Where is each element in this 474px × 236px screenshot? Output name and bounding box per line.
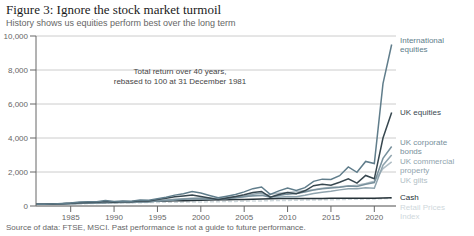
html-text:Figure 3: Ignore the stock mar: Figure 3: Ignore the stock market turmoi… [6,2,222,17]
html-text:History shows us equities perf: History shows us equities perform best o… [6,18,236,28]
html-text:Cash: Cash [400,193,419,203]
svg-text:2015: 2015 [322,213,340,222]
svg-text:2020: 2020 [365,213,383,222]
svg-text:0: 0 [24,202,29,211]
svg-text:1985: 1985 [62,213,80,222]
html-text:Source of data: FTSE, MSCI. Pa: Source of data: FTSE, MSCI. Past perform… [6,223,306,232]
svg-text:2,000: 2,000 [8,168,29,177]
html-text:UK commercial property: UK commercial property [400,156,455,175]
svg-text:6,000: 6,000 [8,100,29,109]
html-text:Total return over 40 years, re: Total return over 40 years, rebased to 1… [113,66,247,86]
html-text:UK equities: UK equities [400,108,441,117]
svg-text:2010: 2010 [279,213,297,222]
svg-text:4,000: 4,000 [8,134,29,143]
html-text:UK corporate bonds: UK corporate bonds [400,137,448,156]
svg-text:1995: 1995 [149,213,167,222]
html-text:UK gilts: UK gilts [400,175,428,185]
svg-text:1990: 1990 [105,213,123,222]
svg-text:2000: 2000 [192,213,210,222]
html-text:International equities: International equities [400,35,444,54]
svg-text:10,000: 10,000 [8,32,29,41]
svg-text:8,000: 8,000 [8,66,29,75]
svg-text:2005: 2005 [235,213,253,222]
html-text:Retail Prices Index: Retail Prices Index [400,203,445,222]
